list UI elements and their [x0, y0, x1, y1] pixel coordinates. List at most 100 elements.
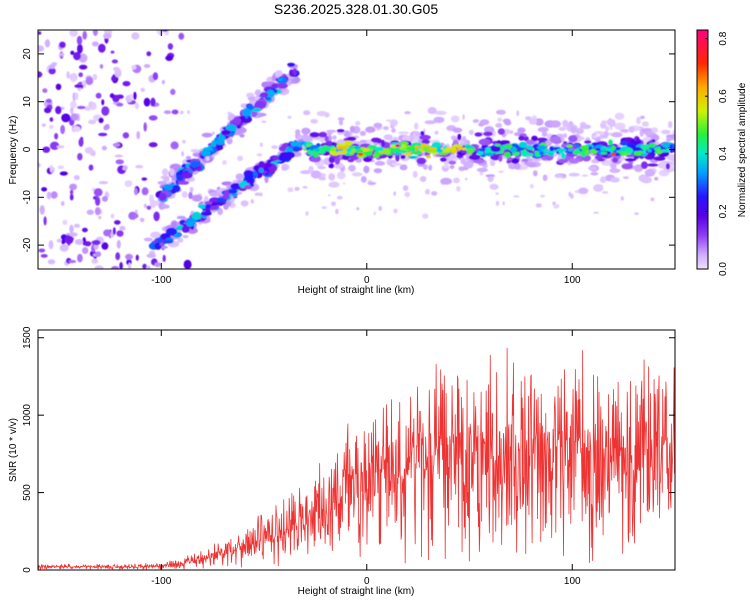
heatmap-cell [143, 97, 151, 107]
heatmap-cell [358, 152, 364, 156]
heatmap-cell [73, 223, 81, 228]
colorbar-cell [697, 139, 708, 143]
heatmap-cell [336, 129, 345, 133]
heatmap-cell [549, 135, 561, 143]
colorbar-cell [697, 173, 708, 176]
heatmap-cell [181, 191, 188, 198]
heatmap-cell [636, 116, 641, 125]
colorbar-cell [697, 189, 708, 192]
heatmap-cell [328, 173, 336, 181]
y-tick-label: 1000 [22, 404, 33, 427]
heatmap-cell [61, 238, 66, 245]
colorbar-cell [697, 89, 708, 93]
heatmap-cell [600, 176, 607, 184]
heatmap-cell [76, 105, 86, 110]
heatmap-cell [485, 139, 491, 146]
heatmap-cell [92, 239, 101, 246]
heatmap-cell [668, 121, 673, 129]
colorbar-cell [697, 91, 708, 95]
heatmap-cell [99, 64, 104, 69]
heatmap-cell [161, 240, 174, 244]
heatmap-cell [69, 224, 74, 234]
heatmap-cell [152, 72, 159, 81]
heatmap-cell [611, 132, 623, 138]
heatmap-cell [578, 187, 589, 195]
heatmap-cell [318, 148, 326, 154]
heatmap-cell [165, 55, 174, 61]
heatmap-cell [309, 132, 320, 138]
heatmap-cell [424, 120, 437, 125]
heatmap-cell [179, 110, 184, 115]
colorbar-cell [697, 71, 708, 75]
heatmap-cell [395, 144, 401, 148]
heatmap-cell [101, 242, 109, 250]
heatmap-cell [55, 106, 62, 115]
colorbar-cell [697, 171, 708, 174]
heatmap-cell [153, 211, 160, 222]
heatmap-cell [404, 191, 411, 198]
heatmap-cell [390, 147, 402, 153]
heatmap-cell [55, 83, 62, 91]
heatmap-cell [88, 164, 94, 171]
heatmap-cell [650, 197, 655, 202]
heatmap-cell [452, 127, 463, 133]
colorbar-cell [697, 45, 708, 49]
heatmap-cell [601, 159, 613, 166]
heatmap-cell [163, 110, 172, 115]
heatmap-cell [558, 126, 567, 131]
colorbar-cell [697, 231, 708, 234]
y-tick-label: 500 [22, 484, 33, 501]
heatmap-cell [648, 140, 654, 144]
colorbar-cell [697, 213, 708, 216]
heatmap-cell [421, 139, 430, 145]
heatmap-cell [351, 172, 363, 177]
colorbar-cell [697, 211, 708, 214]
heatmap-cell [239, 133, 245, 138]
heatmap-cell [318, 132, 328, 138]
heatmap-cell [518, 135, 525, 141]
heatmap-cell [662, 149, 670, 153]
heatmap-cell [186, 222, 193, 227]
heatmap-cell [156, 237, 163, 244]
heatmap-cell [536, 137, 548, 142]
heatmap-cell [235, 173, 244, 180]
heatmap-cell [59, 52, 65, 57]
heatmap-cell [367, 181, 377, 186]
colorbar-cell [697, 229, 708, 232]
heatmap-cell [271, 74, 277, 82]
heatmap-cell [535, 203, 542, 208]
heatmap-cell [244, 173, 254, 182]
heatmap-cell [56, 145, 65, 149]
heatmap-cell [110, 213, 115, 219]
heatmap-cell [518, 141, 528, 148]
heatmap-cell [373, 122, 383, 129]
heatmap-cell [38, 31, 42, 35]
heatmap-cell [503, 128, 510, 135]
heatmap-cell [287, 62, 295, 67]
heatmap-cell [425, 188, 430, 195]
heatmap-cell [391, 127, 396, 133]
colorbar-cell [697, 249, 708, 252]
heatmap-cell [539, 151, 544, 156]
heatmap-cell [182, 235, 189, 239]
colorbar-cell [697, 177, 708, 180]
heatmap-cell [143, 203, 147, 208]
heatmap-cell [495, 109, 506, 115]
heatmap-cell [119, 262, 123, 269]
heatmap-cell [46, 98, 52, 104]
heatmap-cell [256, 112, 267, 117]
heatmap-cell [93, 188, 103, 197]
heatmap-cell [610, 162, 617, 170]
heatmap-cell [70, 100, 77, 109]
heatmap-cell [190, 160, 200, 168]
heatmap-cell [277, 82, 288, 89]
heatmap-cell [516, 110, 520, 117]
heatmap-cell [541, 131, 548, 137]
heatmap-cell [404, 152, 411, 157]
heatmap-cell [114, 154, 123, 158]
heatmap-cell [77, 43, 83, 54]
heatmap-cell [665, 163, 671, 170]
heatmap-cell [122, 166, 126, 171]
colorbar-cell [697, 201, 708, 204]
colorbar-cell [697, 137, 708, 141]
